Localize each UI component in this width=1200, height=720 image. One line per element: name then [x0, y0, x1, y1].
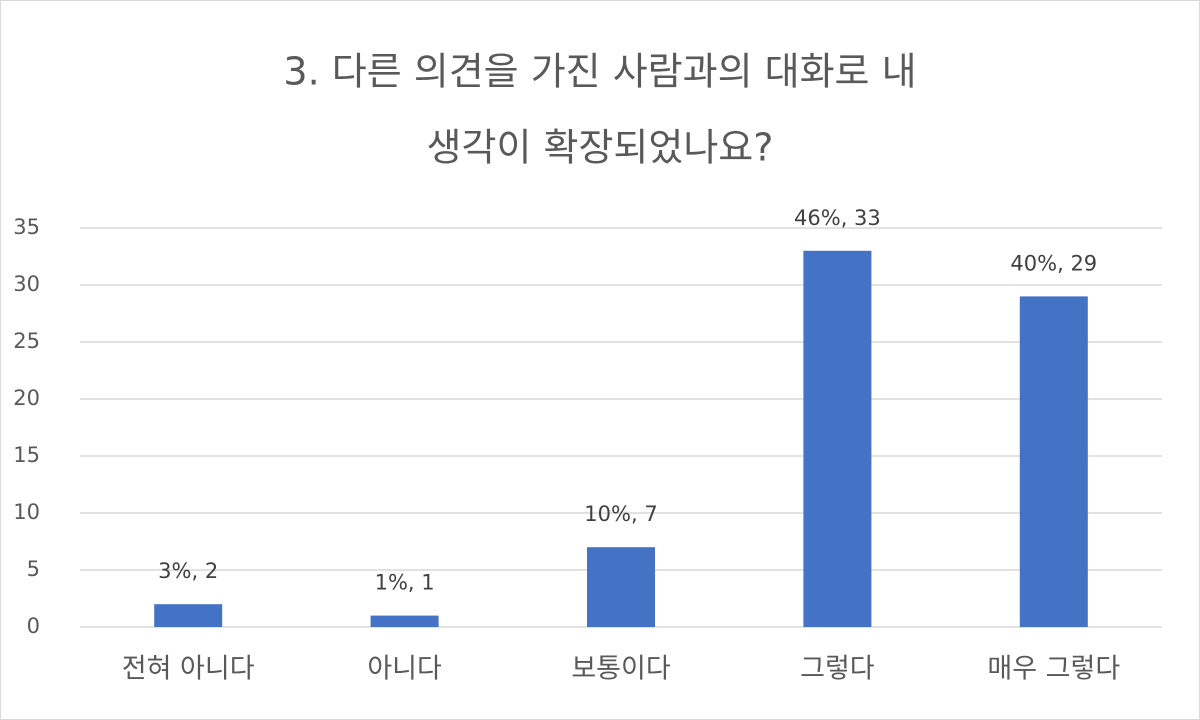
value-label: 46%, 33	[794, 206, 881, 230]
x-tick-label: 아니다	[367, 654, 442, 685]
y-tick-label: 20	[13, 386, 40, 410]
y-tick-label: 5	[27, 557, 40, 581]
chart-title: 3. 다른 의견을 가진 사람과의 대화로 내	[283, 50, 916, 94]
x-tick-label: 보통이다	[571, 654, 671, 685]
x-tick-label: 매우 그렇다	[987, 654, 1120, 685]
x-tick-label: 전혀 아니다	[122, 654, 255, 685]
bar	[1019, 296, 1088, 627]
bar	[370, 615, 439, 627]
value-label: 3%, 2	[158, 559, 218, 583]
value-label: 10%, 7	[584, 502, 657, 526]
bar	[154, 604, 223, 627]
bar	[587, 547, 655, 627]
y-tick-label: 0	[27, 614, 40, 638]
value-label: 1%, 1	[375, 571, 435, 595]
x-tick-label: 그렇다	[800, 654, 875, 685]
y-tick-label: 30	[13, 272, 40, 296]
value-label: 40%, 29	[1010, 251, 1097, 275]
y-tick-label: 25	[13, 329, 40, 353]
bar	[803, 250, 872, 628]
y-tick-label: 35	[13, 215, 40, 239]
y-tick-label: 15	[13, 443, 40, 467]
y-tick-label: 10	[13, 500, 40, 524]
chart-title: 생각이 확장되었나요?	[427, 126, 774, 170]
